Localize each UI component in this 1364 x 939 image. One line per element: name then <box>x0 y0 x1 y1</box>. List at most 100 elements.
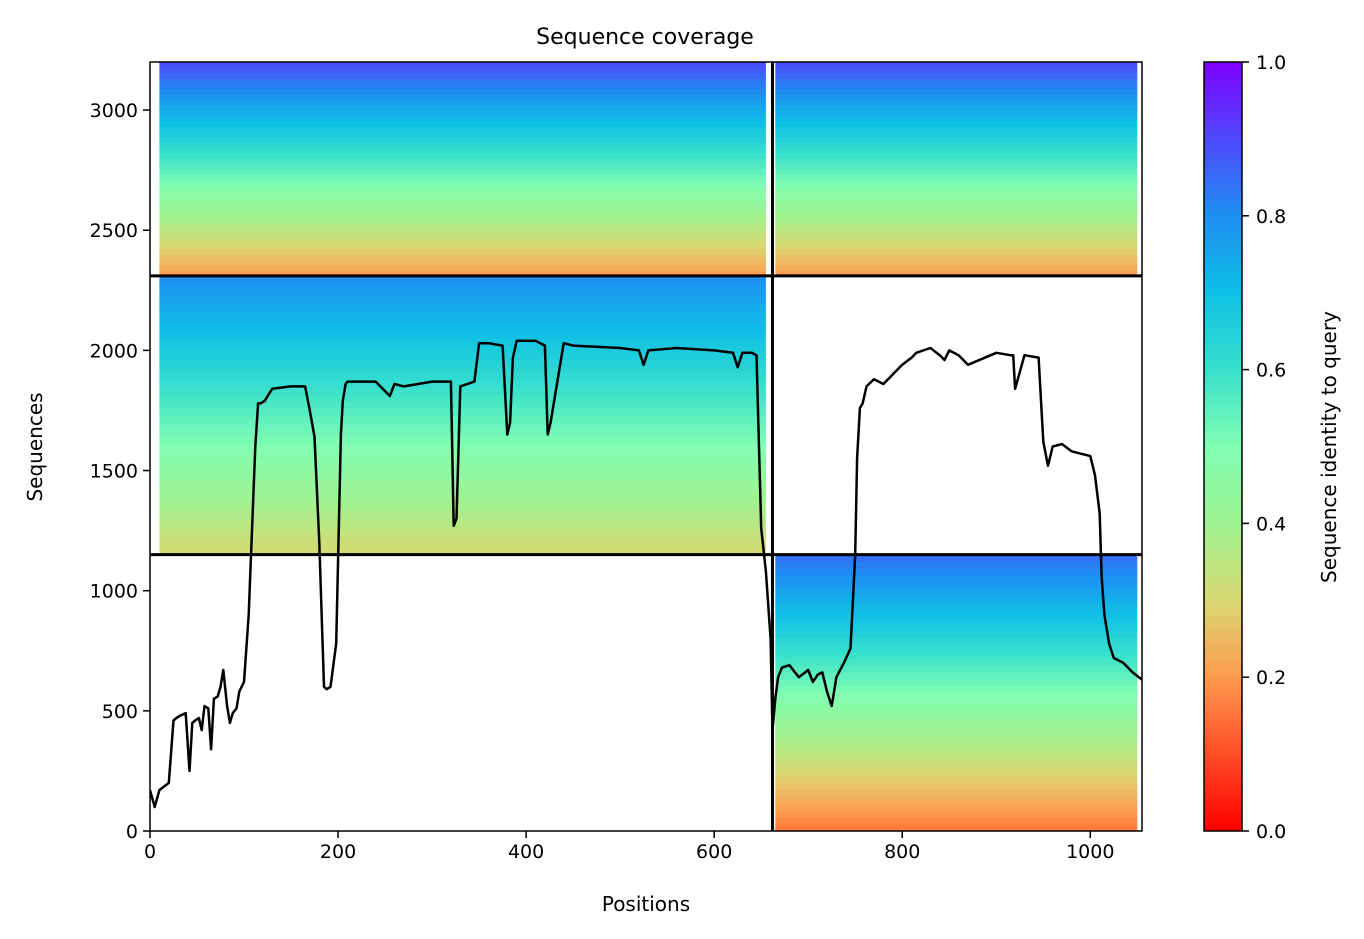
colorbar-tick-label: 0.0 <box>1256 821 1286 843</box>
y-tick-label: 500 <box>102 701 138 723</box>
block-strip <box>775 168 1138 175</box>
block-strip <box>159 443 766 451</box>
y-tick-label: 0 <box>126 821 138 843</box>
block-strip <box>159 190 766 197</box>
block-strip <box>159 505 766 514</box>
block-strip <box>775 233 1138 239</box>
block-strip <box>775 589 1138 597</box>
block-strip <box>775 796 1138 804</box>
block-strip <box>159 78 766 84</box>
block-strip <box>775 720 1138 728</box>
block-strip <box>775 222 1138 229</box>
x-tick-label: 400 <box>508 841 544 863</box>
block-strip <box>775 78 1138 84</box>
block-strip <box>159 429 766 437</box>
block-strip <box>775 72 1138 79</box>
block-strip <box>159 217 766 223</box>
block-strip <box>159 168 766 175</box>
block-strip <box>159 211 766 218</box>
block-strip <box>775 94 1138 100</box>
block-strip <box>159 88 766 95</box>
block-strip <box>775 270 1138 277</box>
block-strip <box>159 512 766 521</box>
colorbar-label: Sequence identity to query <box>1317 311 1341 583</box>
block-strip <box>775 104 1138 111</box>
block-strip <box>775 713 1138 721</box>
block-strip <box>159 195 766 202</box>
block-strip <box>159 126 766 133</box>
block-strip <box>775 67 1138 74</box>
block-strip <box>775 582 1138 590</box>
block-strip <box>159 471 766 479</box>
colorbar-tick-label: 0.2 <box>1256 667 1286 689</box>
colorbar-tick-label: 0.8 <box>1256 206 1286 228</box>
block-strip <box>159 415 766 423</box>
block-strip <box>775 609 1138 618</box>
block-strip <box>775 217 1138 223</box>
block-strip <box>775 265 1138 272</box>
block-strip <box>775 803 1138 811</box>
block-strip <box>775 158 1138 165</box>
block-strip <box>159 99 766 106</box>
block-strip <box>775 179 1138 186</box>
block-strip <box>159 62 766 68</box>
block-strip <box>159 185 766 191</box>
block-strip <box>775 734 1138 742</box>
block-strip <box>159 526 766 535</box>
block-strip <box>159 238 766 245</box>
block-strip <box>159 491 766 500</box>
block-strip <box>775 824 1138 831</box>
block-strip <box>159 450 766 458</box>
block-top-right <box>775 62 1138 277</box>
block-strip <box>775 685 1138 694</box>
x-axis: 0 200 400 600 800 1000 <box>144 831 1114 863</box>
block-strip <box>775 810 1138 818</box>
block-strip <box>159 227 766 234</box>
block-strip <box>159 373 766 381</box>
block-strip <box>775 630 1138 639</box>
block-strip <box>775 692 1138 701</box>
block-strip <box>159 152 766 159</box>
block-strip <box>159 163 766 170</box>
y-axis: 0 500 1000 1500 2000 2500 3000 <box>90 100 150 843</box>
block-strip <box>775 110 1138 116</box>
block-strip <box>159 345 766 354</box>
block-strip <box>775 699 1138 708</box>
block-strip <box>159 115 766 122</box>
block-strip <box>159 540 766 549</box>
colorbar-ticks: 0.0 0.2 0.4 0.6 0.8 1.0 <box>1242 52 1286 843</box>
block-strip <box>159 394 766 402</box>
y-tick-label: 2500 <box>90 220 138 242</box>
block-bottom-right <box>775 554 1138 831</box>
block-strip <box>159 233 766 239</box>
block-strip <box>159 387 766 395</box>
block-strip <box>775 131 1138 138</box>
block-strip <box>775 789 1138 797</box>
block-strip <box>159 359 766 368</box>
block-strip <box>775 741 1138 749</box>
block-top-left <box>159 62 766 277</box>
block-strip <box>775 623 1138 632</box>
x-tick-label: 800 <box>884 841 920 863</box>
block-strip <box>775 142 1138 149</box>
block-strip <box>159 249 766 255</box>
block-strip <box>775 748 1138 756</box>
x-tick-label: 0 <box>144 841 156 863</box>
block-strip <box>775 637 1138 645</box>
y-axis-label: Sequences <box>23 392 47 501</box>
block-strip <box>775 227 1138 234</box>
block-strip <box>159 142 766 149</box>
block-strip <box>159 270 766 277</box>
block-strip <box>159 94 766 100</box>
block-strip <box>159 275 766 284</box>
block-strip <box>775 644 1138 652</box>
block-strip <box>775 651 1138 659</box>
block-strip <box>775 259 1138 266</box>
block-strip <box>775 201 1138 207</box>
block-strip <box>159 464 766 472</box>
block-strip <box>159 478 766 486</box>
block-strip <box>159 380 766 388</box>
block-strip <box>159 338 766 347</box>
block-strip <box>159 408 766 416</box>
